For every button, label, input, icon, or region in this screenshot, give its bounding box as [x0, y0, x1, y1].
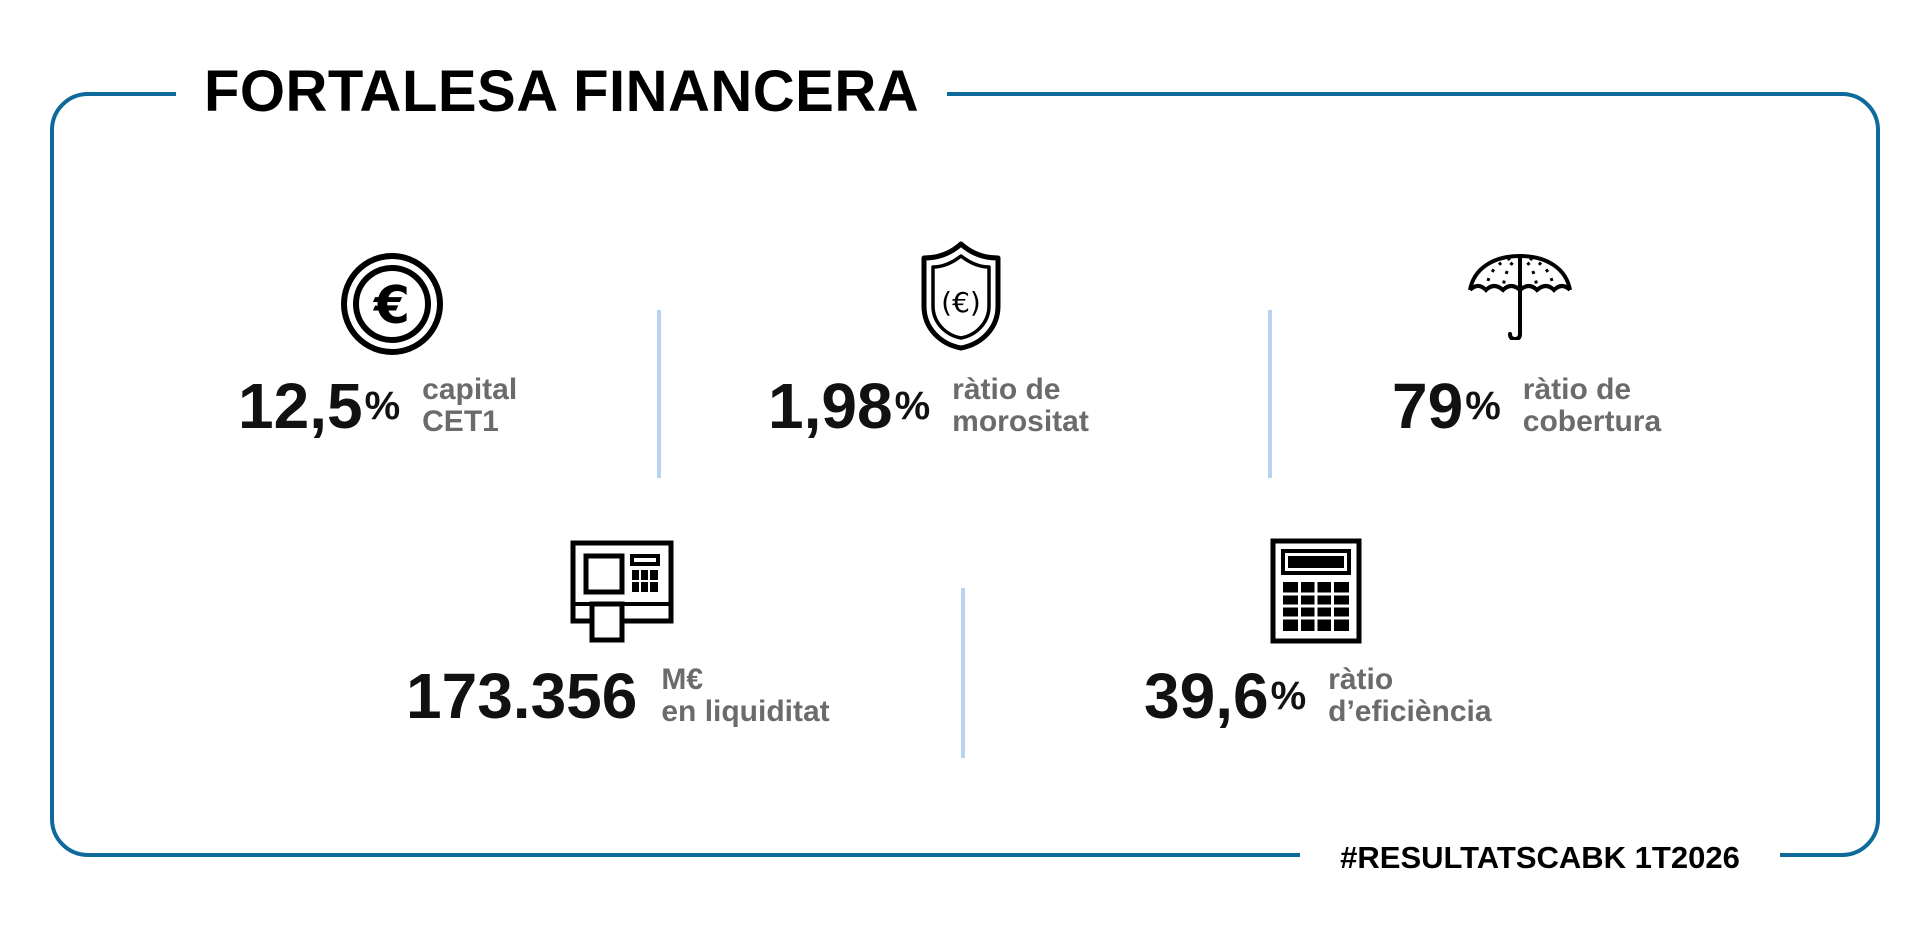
stat-value: 12,5 [238, 370, 363, 442]
stat-liquiditat: 173.356 M€ en liquiditat [406, 660, 830, 732]
stat-label-line: CET1 [422, 405, 499, 438]
page-title: FORTALESA FINANCERA [176, 58, 948, 126]
stat-label-line: M€ [661, 663, 704, 696]
stat-ratio-eficiencia: 39,6 % ràtio d’eficiència [1144, 660, 1492, 732]
umbrella-icon [1468, 253, 1572, 340]
stat-label: capital CET1 [422, 374, 517, 438]
divider [961, 588, 965, 758]
stat-capital-cet1: 12,5 % capital CET1 [238, 370, 517, 442]
svg-text:(€): (€) [941, 286, 981, 319]
content-frame [50, 92, 1880, 857]
stat-unit: % [894, 384, 931, 428]
atm-icon [570, 540, 674, 643]
divider [1268, 310, 1272, 478]
svg-text:€: € [373, 276, 410, 336]
euro-shield-icon: (€) [921, 241, 1001, 351]
stat-label-line: en liquiditat [661, 695, 830, 728]
stat-label-line: cobertura [1522, 405, 1662, 438]
stat-label-line: capital [422, 373, 518, 406]
stat-label-line: ràtio [1328, 663, 1394, 696]
stat-label: ràtio de cobertura [1523, 374, 1661, 438]
stat-label-line: morositat [952, 405, 1089, 438]
euro-coin-icon: € [341, 253, 443, 355]
stat-label-line: ràtio de [952, 373, 1061, 406]
stat-value: 1,98 [768, 370, 893, 442]
stat-label: M€ en liquiditat [661, 664, 829, 728]
stat-value: 39,6 [1144, 660, 1269, 732]
stat-ratio-cobertura: 79 % ràtio de cobertura [1392, 370, 1661, 442]
stat-label-line: ràtio de [1522, 373, 1632, 406]
stat-label-line: d’eficiència [1328, 695, 1492, 728]
stat-unit: % [364, 384, 401, 428]
hashtag-footer: #RESULTATSCABK 1T2026 [1300, 836, 1780, 880]
stat-label: ràtio de morositat [952, 374, 1089, 438]
stat-value: 79 [1392, 370, 1464, 442]
stat-value: 173.356 [406, 660, 638, 732]
stat-label: ràtio d’eficiència [1328, 664, 1491, 728]
stat-unit: % [1270, 674, 1307, 718]
stat-unit: % [1465, 384, 1501, 428]
calculator-icon [1270, 538, 1362, 644]
divider [657, 310, 661, 478]
stat-ratio-morositat: 1,98 % ràtio de morositat [768, 370, 1089, 442]
